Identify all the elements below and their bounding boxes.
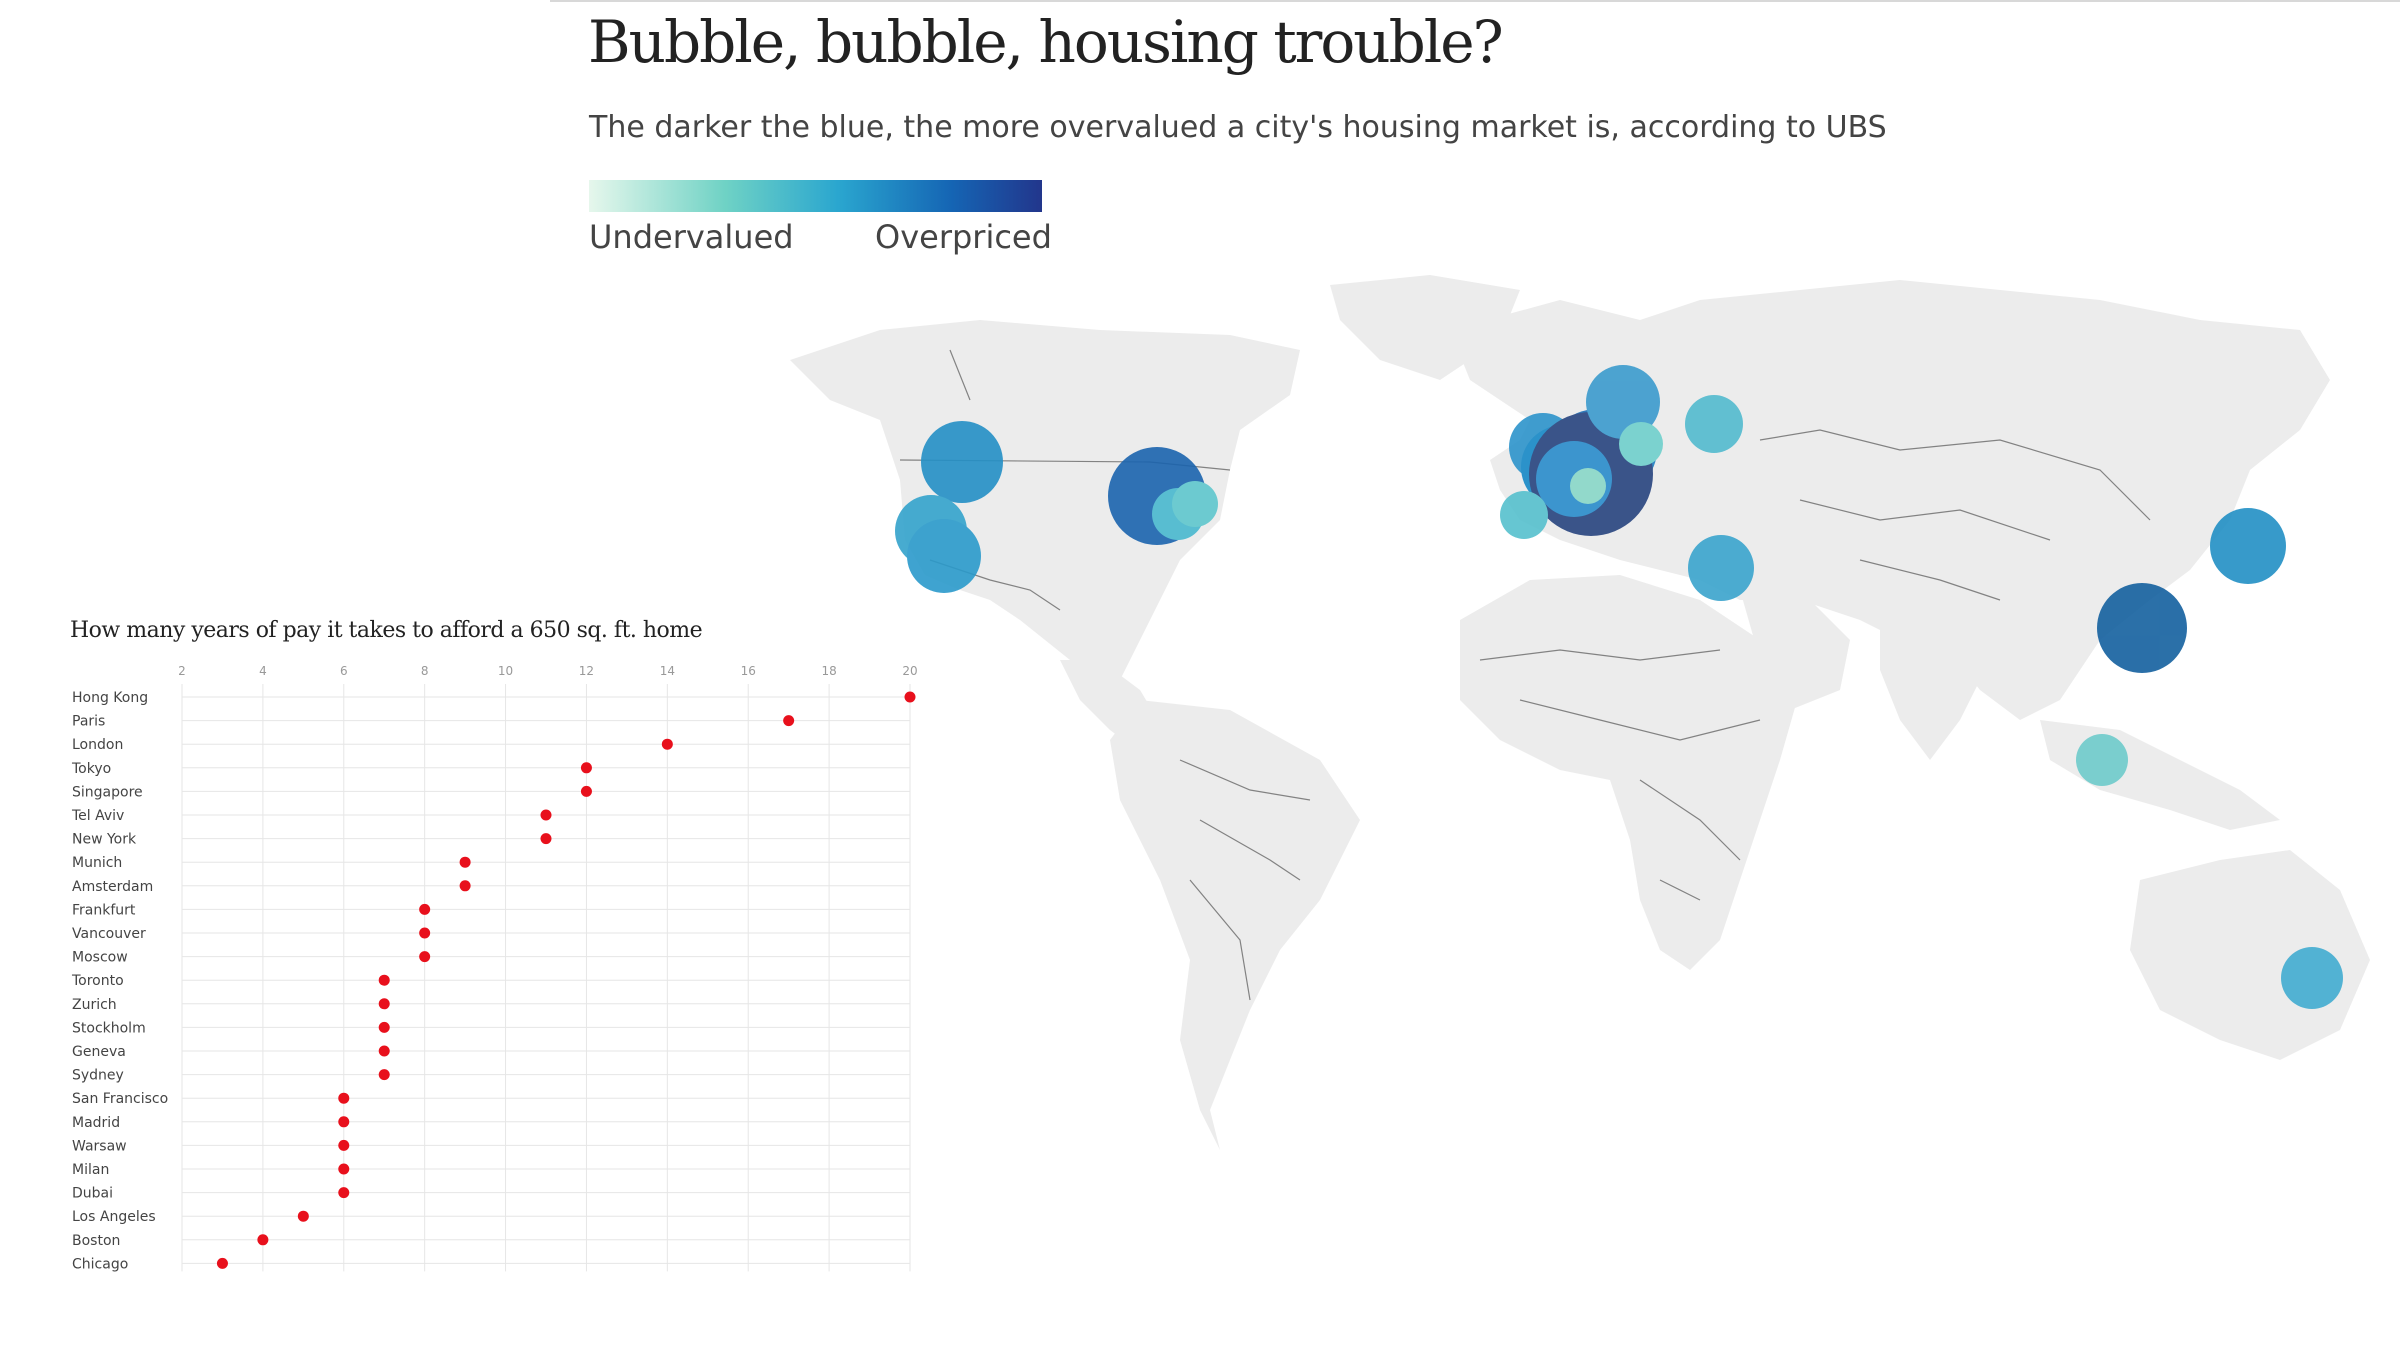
city-label-london: London xyxy=(72,737,123,753)
page-title: Bubble, bubble, housing trouble? xyxy=(588,8,1504,76)
dot-frankfurt xyxy=(419,903,431,915)
city-label-san-francisco: San Francisco xyxy=(72,1091,168,1107)
arabia-land xyxy=(1740,590,1850,710)
dot-warsaw xyxy=(338,1139,350,1151)
south-america-borders xyxy=(1179,759,1311,1001)
legend-low-label: Undervalued xyxy=(589,218,794,256)
bubble-madrid xyxy=(1500,491,1548,539)
x-tick-label: 12 xyxy=(579,664,594,678)
color-scale-legend xyxy=(589,180,1042,212)
dot-tel-aviv xyxy=(540,809,552,821)
bubble-vancouver xyxy=(921,421,1003,503)
dot-dubai xyxy=(338,1187,350,1199)
dot-new-york xyxy=(540,833,552,845)
x-tick-label: 14 xyxy=(660,664,675,678)
bubble-chicago xyxy=(1172,481,1218,527)
x-axis-ticks: 2 4 6 8 10 12 14 16 18 20 xyxy=(178,664,917,678)
bubble-hong-kong xyxy=(2097,583,2187,673)
dot-chart-title: How many years of pay it takes to afford… xyxy=(70,618,703,643)
south-america-land xyxy=(1110,700,1360,1150)
city-label-singapore: Singapore xyxy=(72,784,143,800)
dot-moscow xyxy=(419,951,431,963)
dot-madrid xyxy=(338,1116,350,1128)
city-label-paris: Paris xyxy=(72,714,105,730)
x-tick-label: 6 xyxy=(340,664,348,678)
bubble-stockholm xyxy=(1586,365,1660,439)
city-label-los-angeles: Los Angeles xyxy=(72,1209,156,1225)
x-tick-label: 20 xyxy=(902,664,917,678)
bubble-singapore xyxy=(2076,734,2128,786)
alaska-border xyxy=(949,349,971,401)
dot-milan xyxy=(338,1163,350,1175)
dot-sydney xyxy=(378,1069,390,1081)
city-label-tel-aviv: Tel Aviv xyxy=(71,808,124,824)
bubble-warsaw xyxy=(1619,422,1663,466)
bubble-geneva xyxy=(1570,468,1606,504)
dot-geneva xyxy=(378,1045,390,1057)
dot-hong-kong xyxy=(904,691,916,703)
bubble-los-angeles xyxy=(907,519,981,593)
dot-london xyxy=(661,738,673,750)
dot-vancouver xyxy=(419,927,431,939)
city-label-toronto: Toronto xyxy=(71,973,124,989)
city-label-zurich: Zurich xyxy=(72,997,117,1013)
dot-boston xyxy=(257,1234,269,1246)
india-land xyxy=(1880,610,1990,760)
city-label-amsterdam: Amsterdam xyxy=(72,879,153,895)
city-label-geneva: Geneva xyxy=(72,1044,126,1060)
city-label-chicago: Chicago xyxy=(72,1256,128,1272)
x-tick-label: 8 xyxy=(421,664,429,678)
city-label-frankfurt: Frankfurt xyxy=(72,902,136,918)
city-label-dubai: Dubai xyxy=(72,1186,113,1202)
africa-borders xyxy=(1479,649,1761,901)
bubble-sydney xyxy=(2281,947,2343,1009)
city-label-moscow: Moscow xyxy=(72,950,128,966)
city-label-tokyo: Tokyo xyxy=(71,761,111,777)
city-label-sydney: Sydney xyxy=(72,1068,124,1084)
dot-toronto xyxy=(378,974,390,986)
eurasia-borders xyxy=(1759,429,2151,601)
city-label-hong-kong: Hong Kong xyxy=(72,690,148,706)
city-label-milan: Milan xyxy=(72,1162,109,1178)
city-label-madrid: Madrid xyxy=(72,1115,120,1131)
dot-san-francisco xyxy=(338,1092,350,1104)
dot-munich xyxy=(459,856,471,868)
bubble-moscow xyxy=(1685,395,1743,453)
x-tick-label: 18 xyxy=(821,664,836,678)
africa-land xyxy=(1460,575,1800,970)
city-label-boston: Boston xyxy=(72,1233,120,1249)
dot-singapore xyxy=(580,785,592,797)
city-label-warsaw: Warsaw xyxy=(72,1138,127,1154)
x-tick-label: 16 xyxy=(741,664,756,678)
city-label-new-york: New York xyxy=(72,832,137,848)
dot-chicago xyxy=(216,1257,228,1269)
x-tick-label: 4 xyxy=(259,664,267,678)
dot-amsterdam xyxy=(459,880,471,892)
top-rule xyxy=(550,0,2400,2)
city-label-stockholm: Stockholm xyxy=(72,1020,146,1036)
dot-tokyo xyxy=(580,762,592,774)
dot-paris xyxy=(783,715,795,727)
city-label-munich: Munich xyxy=(72,855,122,871)
x-tick-label: 2 xyxy=(178,664,186,678)
north-america-land xyxy=(790,320,1300,690)
city-label-vancouver: Vancouver xyxy=(72,926,146,942)
dot-stockholm xyxy=(378,1021,390,1033)
dot-zurich xyxy=(378,998,390,1010)
data-points xyxy=(216,691,916,1269)
x-tick-label: 10 xyxy=(498,664,513,678)
city-bubbles xyxy=(895,365,2343,1009)
chart-grid xyxy=(181,684,911,1272)
legend-high-label: Overpriced xyxy=(875,218,1052,256)
bubble-tel-aviv xyxy=(1688,535,1754,601)
bubble-tokyo xyxy=(2210,508,2286,584)
city-labels: Hong Kong Paris London Tokyo Singapore Tel Av… xyxy=(71,690,168,1272)
page-subtitle: The darker the blue, the more overvalued… xyxy=(589,110,1887,145)
dot-los-angeles xyxy=(297,1210,309,1222)
